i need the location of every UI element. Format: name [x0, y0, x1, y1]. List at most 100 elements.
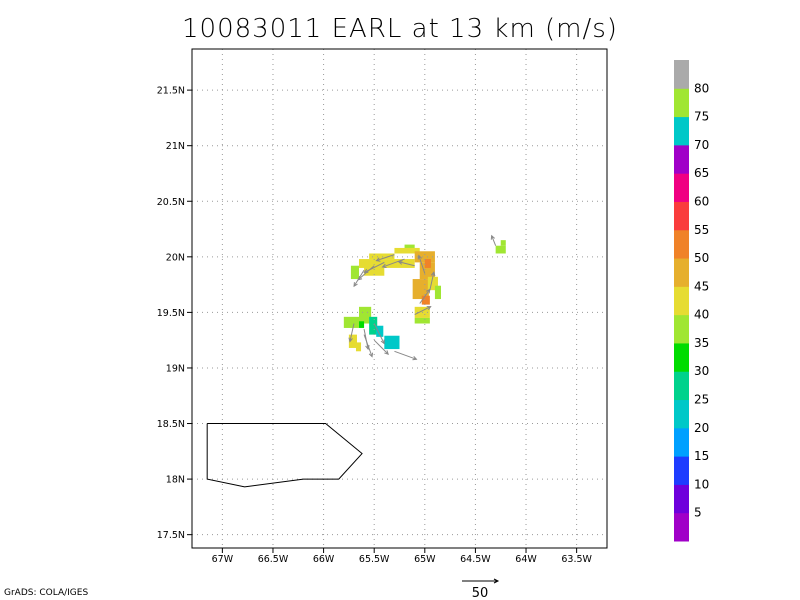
wind-vector	[373, 339, 389, 355]
wind-vector	[381, 258, 405, 269]
wind-vectors	[348, 234, 497, 361]
colorbar-segment	[674, 342, 689, 372]
wind-vector-shaft	[349, 323, 355, 342]
wind-vector	[429, 271, 436, 291]
wind-vector	[417, 254, 426, 274]
wind-vector	[363, 334, 374, 358]
wind-vector-head	[381, 263, 387, 269]
wind-vector-head	[380, 339, 385, 345]
y-tick-label: 17.5N	[157, 530, 185, 541]
wind-vector-shaft	[429, 272, 435, 291]
wind-cell	[359, 321, 365, 328]
colorbar-segment	[674, 399, 689, 429]
x-tick-label: 63.5W	[561, 554, 592, 565]
wind-vector	[490, 234, 497, 246]
wind-cell	[414, 317, 430, 324]
x-tick-label: 64.5W	[460, 554, 491, 565]
wind-cell	[348, 334, 357, 348]
colorbar-label: 45	[694, 279, 709, 293]
colorbar-segment	[674, 258, 689, 287]
wind-vector	[373, 323, 385, 345]
colorbar-segment	[674, 484, 689, 514]
wind-vector-shaft	[398, 261, 415, 267]
colorbar-segment	[674, 371, 689, 401]
wind-cell	[404, 244, 415, 250]
y-tick-label: 20.5N	[157, 197, 185, 208]
wind-cell	[376, 325, 384, 337]
x-tick-label: 66.5W	[258, 554, 289, 565]
reference-vector-label: 50	[472, 586, 489, 600]
wind-vector-head	[348, 337, 353, 343]
y-tick-label: 21N	[166, 141, 185, 152]
wind-vector	[414, 306, 432, 316]
wind-cell	[369, 316, 378, 335]
island-outline	[206, 423, 363, 488]
wind-vector-shaft	[373, 323, 385, 344]
wind-cell	[359, 306, 372, 324]
wind-cell	[421, 295, 430, 305]
colorbar-segment	[674, 88, 689, 118]
wind-vector-shaft	[419, 289, 431, 304]
x-tick-label: 66W	[313, 554, 335, 565]
wind-cell	[424, 259, 431, 268]
wind-vector-head	[353, 282, 358, 288]
colorbar-segment	[674, 201, 689, 231]
colorbar-label: 70	[694, 138, 709, 152]
y-tick-label: 18.5N	[157, 419, 185, 430]
reference-vector-head	[493, 578, 500, 584]
colorbar-segment	[674, 60, 689, 89]
wind-vector-head	[375, 257, 381, 262]
wind-vector-shaft	[363, 334, 373, 357]
wind-cell	[495, 245, 506, 254]
y-tick-label: 18N	[166, 475, 185, 486]
y-tick-label: 19.5N	[157, 308, 185, 319]
plot-frame	[191, 48, 608, 549]
wind-vector-shaft	[382, 258, 405, 268]
wind-vector	[394, 350, 418, 361]
wind-vector-shaft	[364, 261, 385, 273]
wind-vector	[353, 269, 365, 288]
wind-vector-shaft	[394, 350, 417, 360]
wind-vector-shaft	[357, 265, 375, 281]
colorbar-label: 65	[694, 166, 709, 180]
colorbar-segment	[674, 286, 689, 316]
wind-vector-head	[368, 352, 374, 358]
wind-cell	[355, 342, 362, 352]
y-tick-label: 21.5N	[157, 86, 185, 97]
wind-cell	[359, 259, 415, 268]
x-tick-label: 65W	[414, 554, 436, 565]
wind-vector	[375, 254, 395, 262]
colorbar-segment	[674, 116, 689, 146]
wind-vector-head	[430, 271, 436, 277]
grid-lines	[192, 49, 607, 548]
wind-vector-shaft	[414, 306, 431, 316]
wind-vector-head	[397, 260, 403, 265]
wind-vector-head	[417, 254, 423, 260]
chart-title: 10083011 EARL at 13 km (m/s)	[182, 14, 618, 44]
coastline	[206, 423, 363, 488]
credit-text: GrADS: COLA/IGES	[4, 588, 89, 598]
wind-cell	[364, 266, 385, 276]
colorbar-segment	[674, 512, 689, 542]
reference-vector: 50	[462, 578, 500, 600]
colorbar-label: 40	[694, 308, 709, 322]
wind-cell	[427, 276, 438, 291]
colorbar-segment	[674, 456, 689, 485]
colorbar-label: 35	[694, 336, 709, 350]
wind-cell	[350, 265, 360, 280]
wind-cell	[500, 240, 506, 246]
x-tick-label: 67W	[212, 554, 234, 565]
y-tick-label: 19N	[166, 363, 185, 374]
colorbar-label: 80	[694, 81, 709, 95]
colorbar-label: 75	[694, 110, 709, 124]
wind-vector-shaft	[353, 269, 365, 287]
x-tick-label: 65.5W	[359, 554, 390, 565]
wind-vector-shaft	[373, 339, 389, 355]
colorbar-label: 5	[694, 506, 702, 520]
colorbar-label: 15	[694, 449, 709, 463]
wind-vector-head	[425, 288, 431, 294]
wind-cell	[384, 335, 400, 350]
wind-cell	[343, 316, 360, 328]
wind-vector-shaft	[376, 254, 395, 262]
